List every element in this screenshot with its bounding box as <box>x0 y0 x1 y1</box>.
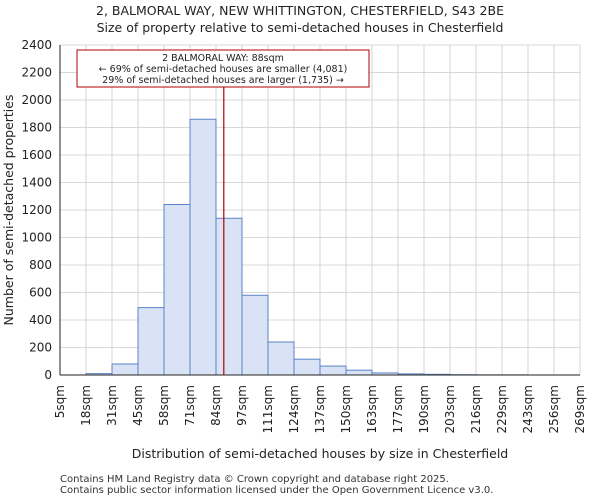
bar-124sqm <box>293 358 321 376</box>
x-axis-label: Distribution of semi-detached houses by … <box>132 446 508 461</box>
chart-subtitle: Size of property relative to semi-detach… <box>96 20 504 35</box>
x-tick-label: 71sqm <box>183 385 197 426</box>
x-tick-label: 58sqm <box>157 385 171 426</box>
x-tick-label: 163sqm <box>365 385 379 433</box>
x-tick-label: 190sqm <box>417 385 431 433</box>
x-tick-label: 150sqm <box>339 385 353 433</box>
bar-97sqm <box>241 294 269 376</box>
y-tick-label: 1800 <box>21 121 52 135</box>
footer-licence: Contains public sector information licen… <box>60 485 494 496</box>
y-tick-label: 2000 <box>21 93 52 107</box>
x-tick-label: 124sqm <box>287 385 301 433</box>
y-tick-label: 2400 <box>21 38 52 52</box>
annotation-border <box>76 49 370 88</box>
y-tick-labels: 0 200 400 600 800 1000 1200 1400 1600 1800 2000 220… <box>21 38 52 382</box>
bar-45sqm <box>137 307 165 376</box>
y-tick-label: 200 <box>29 341 52 355</box>
bar-137sqm <box>319 365 347 376</box>
bar-71sqm <box>189 118 217 376</box>
x-tick-label: 111sqm <box>261 385 275 433</box>
bar-150sqm <box>345 369 373 376</box>
x-tick-label: 18sqm <box>79 385 93 426</box>
annotation-line-3: 29% of semi-detached houses are larger (… <box>102 75 344 86</box>
x-tick-label: 177sqm <box>391 385 405 433</box>
x-tick-label: 256sqm <box>547 385 561 433</box>
x-tick-label: 203sqm <box>443 385 457 433</box>
annotation-line-2: ← 69% of semi-detached houses are smalle… <box>99 64 348 75</box>
chart-title: 2, BALMORAL WAY, NEW WHITTINGTON, CHESTE… <box>96 3 504 18</box>
y-tick-label: 2200 <box>21 66 52 80</box>
y-tick-label: 1600 <box>21 148 52 162</box>
bar-84sqm <box>215 217 243 376</box>
x-tick-label: 243sqm <box>521 385 535 433</box>
y-tick-label: 1000 <box>21 231 52 245</box>
y-tick-label: 1200 <box>21 203 52 217</box>
bar-111sqm <box>267 341 295 376</box>
x-tick-label: 45sqm <box>131 385 145 426</box>
x-tick-label: 229sqm <box>495 385 509 433</box>
annotation-line-1: 2 BALMORAL WAY: 88sqm <box>162 53 284 64</box>
x-tick-label: 31sqm <box>105 385 119 426</box>
x-tick-labels: 5sqm 18sqm 31sqm 45sqm 58sqm 71sqm 84sqm 97sqm 1… <box>53 385 587 433</box>
y-tick-label: 400 <box>29 313 52 327</box>
x-tick-label: 97sqm <box>235 385 249 426</box>
x-tick-label: 5sqm <box>53 385 67 418</box>
bar-31sqm <box>111 363 139 376</box>
y-tick-label: 0 <box>44 368 52 382</box>
x-tick-label: 216sqm <box>469 385 483 433</box>
bar-58sqm <box>163 204 191 376</box>
y-tick-label: 1400 <box>21 176 52 190</box>
axes <box>59 45 580 376</box>
bars <box>85 118 529 376</box>
x-tick-label: 269sqm <box>573 385 587 433</box>
footer-copyright: Contains HM Land Registry data © Crown c… <box>60 474 449 485</box>
x-tick-label: 137sqm <box>313 385 327 433</box>
y-tick-label: 600 <box>29 286 52 300</box>
y-tick-label: 800 <box>29 258 52 272</box>
y-axis-label: Number of semi-detached properties <box>1 95 16 326</box>
x-tick-label: 84sqm <box>209 385 223 426</box>
annotation-box: 2 BALMORAL WAY: 88sqm ← 69% of semi-deta… <box>76 49 370 88</box>
